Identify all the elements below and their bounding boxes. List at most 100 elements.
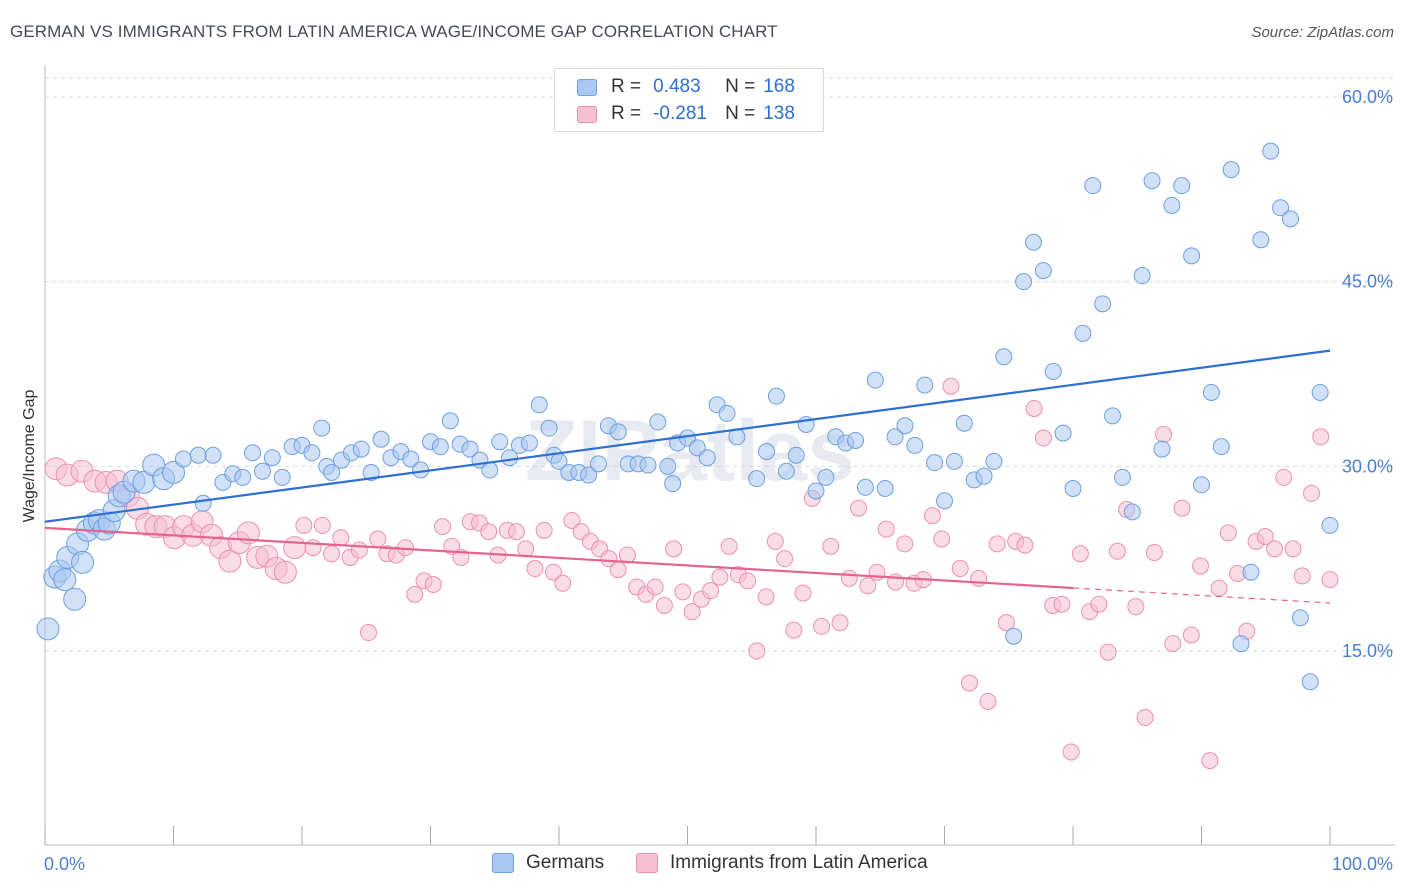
latin-america-point [683,603,701,621]
latin-america-point [1099,643,1117,661]
series-legend: Germans Immigrants from Latin America [0,852,1406,878]
germans-point [639,456,657,474]
germans-point [916,376,934,394]
germans-point [189,446,207,464]
germans-point [787,446,805,464]
latin-america-point [1182,626,1200,644]
legend-r-value: -0.281 [653,103,707,124]
germans-point [36,617,60,641]
latin-america-point [609,561,627,579]
germans-point [234,468,252,486]
germans-point [896,417,914,435]
germans-point [1074,324,1092,342]
germans-point [1321,516,1339,534]
germans-point [1212,438,1230,456]
trend-lines [44,349,1331,604]
germans-point [847,431,865,449]
axes [44,65,1395,846]
latin-america-point [600,550,618,568]
legend-item-germans[interactable]: Germans [492,852,604,874]
germans-point [323,463,341,481]
chart-title: GERMAN VS IMMIGRANTS FROM LATIN AMERICA … [10,22,778,41]
germans-point [174,450,192,468]
y-tick-label: 15.0% [1342,641,1393,661]
germans-point [876,479,894,497]
germans-point [1054,424,1072,442]
germans-point [649,413,667,431]
germans-point [995,348,1013,366]
germans-point [580,466,598,484]
latin-america-point [739,572,757,590]
germans-point [162,460,185,484]
legend-n-label: N = [725,76,756,97]
germans-point [1015,273,1033,291]
legend-r-value: 0.483 [653,76,701,97]
latin-america-point [1025,399,1043,417]
germans-point [718,404,736,422]
latin-america-point [1062,743,1080,761]
latin-america-point [794,584,812,602]
source-label: Source: ZipAtlas.com [1251,24,1394,41]
germans-point [945,452,963,470]
legend-label-latin-america: Immigrants from Latin America [670,852,928,873]
latin-america-trend-line [44,526,1074,590]
latin-america-point [1155,425,1173,443]
germans-point [481,461,499,479]
germans-point [758,443,776,461]
germans-point [1262,142,1280,160]
latin-america-point [776,550,794,568]
latin-america-point [544,563,562,581]
legend-n-label: N = [725,103,756,124]
latin-america-trend-extension [1072,587,1331,604]
latin-america-point [273,560,297,584]
germans-point [748,470,766,488]
germans-point [244,444,262,462]
germans-point [530,396,548,414]
latin-america-point [877,520,895,538]
latin-america-point [535,521,553,539]
latin-america-point [1266,540,1284,558]
latin-america-point [1127,598,1145,616]
latin-america-point [951,560,969,578]
latin-america-point [1173,499,1191,517]
germans-point [777,462,795,480]
germans-point [1202,383,1220,401]
germans-point [372,430,390,448]
germans-point [926,454,944,472]
germans-point [1064,479,1082,497]
latin-america-point [997,614,1015,632]
germans-point [664,475,682,493]
latin-america-point [674,583,692,601]
latin-america-point [757,588,775,606]
latin-america-point [434,518,452,536]
germans-point [352,440,370,458]
latin-america-point [896,535,914,553]
legend-item-latin-america[interactable]: Immigrants from Latin America [636,852,928,874]
germans-point [263,449,281,467]
germans-point [807,482,825,500]
germans-point [1034,262,1052,280]
legend-swatch-blue [577,78,597,96]
legend-swatch-pink [577,105,597,123]
latin-america-point [360,624,378,642]
latin-america-point [1090,595,1108,613]
germans-point [590,455,608,473]
germans-point [194,494,212,512]
latin-america-point [1136,708,1154,726]
germans-point [491,433,509,451]
latin-america-point [933,530,951,548]
latin-america-point [1210,579,1228,597]
latin-america-point [295,516,313,534]
latin-america-point [979,692,997,710]
latin-america-point [655,596,673,614]
germans-point [253,462,271,480]
latin-america-point [831,614,849,632]
germans-point [1024,233,1042,251]
germans-point [273,468,291,486]
germans-point [313,419,331,437]
latin-america-point [1312,428,1330,446]
germans-point [906,436,924,454]
latin-america-point [766,532,784,550]
latin-america-point [1071,545,1089,563]
